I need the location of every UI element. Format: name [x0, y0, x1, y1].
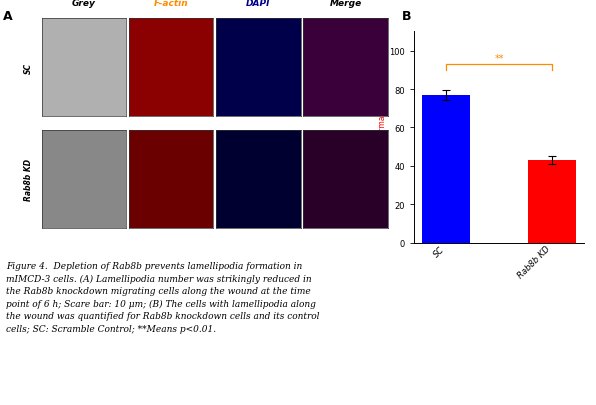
- Y-axis label: Lamellipodia Formation (%): Lamellipodia Formation (%): [378, 85, 387, 190]
- Text: B: B: [402, 10, 412, 23]
- Bar: [529, 161, 576, 243]
- Bar: [422, 96, 470, 243]
- Text: **: **: [495, 54, 504, 64]
- Text: DAPI: DAPI: [246, 0, 271, 8]
- Text: A: A: [3, 10, 13, 23]
- Text: Merge: Merge: [330, 0, 362, 8]
- Text: Rab8b KD: Rab8b KD: [24, 158, 33, 200]
- Text: SC: SC: [24, 62, 33, 73]
- Text: F-actin: F-actin: [154, 0, 188, 8]
- Text: Grey: Grey: [72, 0, 96, 8]
- Text: Figure 4.  Depletion of Rab8b prevents lamellipodia formation in
mIMCD-3 cells. : Figure 4. Depletion of Rab8b prevents la…: [6, 261, 319, 333]
